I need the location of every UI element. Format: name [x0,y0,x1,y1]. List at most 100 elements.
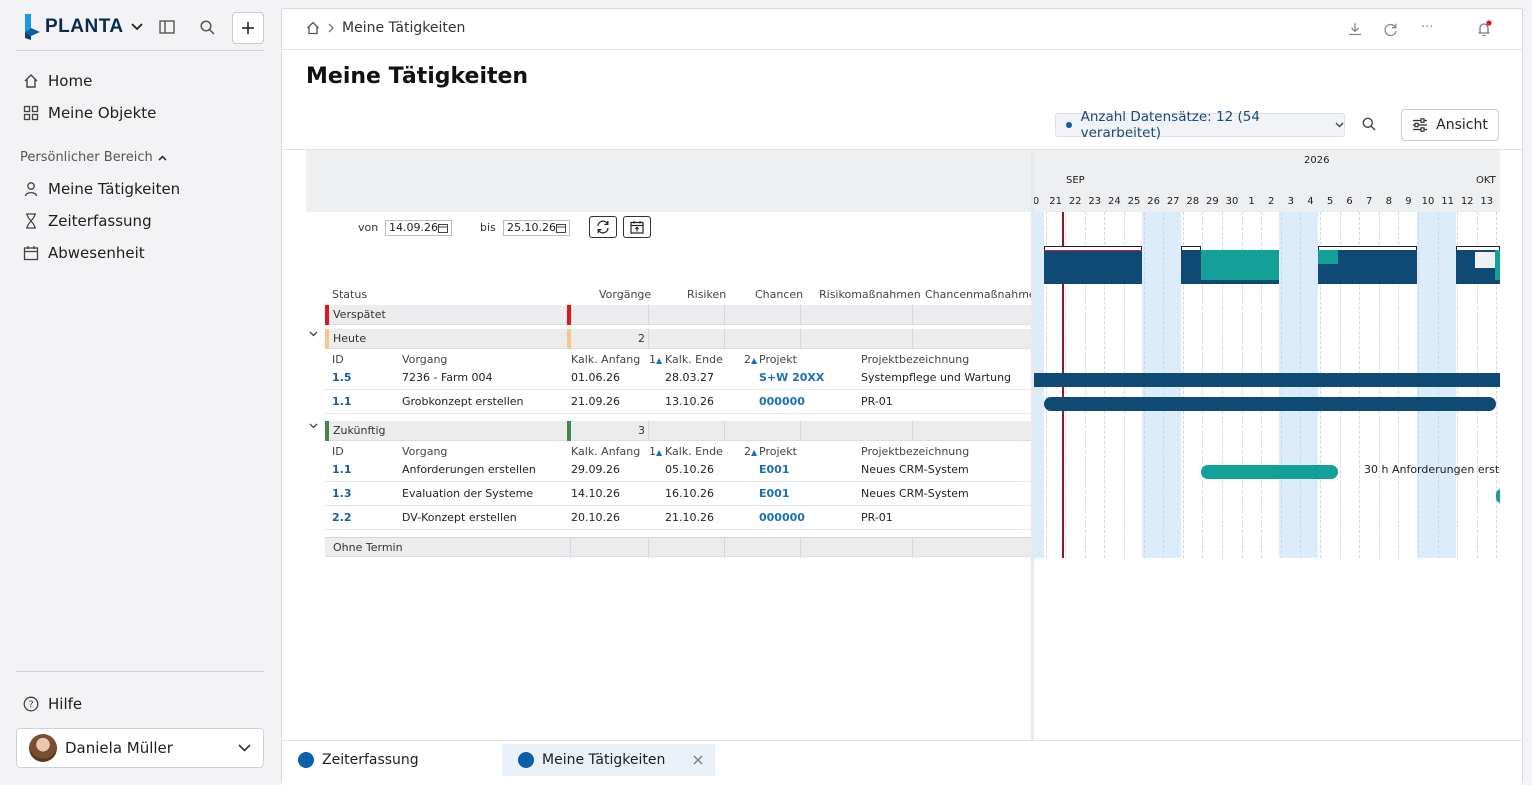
status-color-bar [325,421,329,441]
task-bar[interactable] [1034,373,1500,387]
chevron-down-icon [131,23,143,31]
subcol-sort2[interactable]: 2▲ [744,445,758,458]
gantt-day-label: 9 [1405,196,1412,207]
to-date-input[interactable]: 25.10.26 [503,220,570,236]
person-icon [22,180,40,198]
row-projekt[interactable]: 000000 [759,395,805,408]
row-divider [325,529,1031,530]
calendar-icon[interactable] [556,223,566,233]
row-ende: 21.10.26 [665,511,714,524]
cell [801,538,913,558]
col-chancen[interactable]: Chancen [755,288,804,301]
grid-header-area [306,150,1032,212]
subcol-projekt[interactable]: Projekt [759,353,797,366]
subcol-projektbezeichnung[interactable]: Projektbezeichnung [861,445,970,458]
more-icon[interactable]: ··· [1421,20,1434,35]
row-bezeichnung: PR-01 [861,511,893,524]
subcol-sort2[interactable]: 2▲ [744,353,758,366]
gantt-day-label: 24 [1108,196,1121,207]
cell [649,329,725,349]
row-id[interactable]: 1.1 [332,395,352,408]
nav-meine-objekte[interactable]: Meine Objekte [22,100,156,126]
gantt-header [1034,150,1500,212]
group-row-ohne-termin[interactable]: Ohne Termin [325,537,1031,558]
view-button[interactable]: Ansicht [1401,109,1499,141]
row-vorgang: 7236 - Farm 004 [402,371,493,384]
subcol-kalk-anfang[interactable]: Kalk. Anfang [571,353,641,366]
row-anfang: 14.10.26 [571,487,620,500]
pane-splitter[interactable] [1031,150,1034,740]
row-divider [325,413,1031,414]
refresh-button[interactable] [589,216,617,238]
search-icon[interactable] [200,20,215,35]
nav-zeiterfassung-label: Zeiterfassung [48,212,152,230]
row-projekt[interactable]: E001 [759,463,790,476]
nav-hilfe[interactable]: ? Hilfe [22,691,82,717]
add-button[interactable] [232,12,264,44]
group-row-verspaetet[interactable]: Verspätet [325,305,1031,325]
record-count-dropdown[interactable]: Anzahl Datensätze: 12 (54 verarbeitet) [1055,109,1345,141]
row-id[interactable]: 1.3 [332,487,352,500]
gantt-day-label: 8 [1385,196,1392,207]
nav-meine-taetigkeiten-label: Meine Tätigkeiten [48,180,181,198]
logo-menu[interactable]: PLANTA [22,14,143,40]
row-id[interactable]: 2.2 [332,511,352,524]
nav-abwesenheit[interactable]: Abwesenheit [22,240,145,266]
subcol-sort1[interactable]: 1▲ [649,353,663,366]
home-icon[interactable] [306,21,320,35]
user-menu[interactable]: Daniela Müller [16,728,264,768]
row-id[interactable]: 1.1 [332,463,352,476]
help-icon: ? [22,695,40,713]
gantt-day-label: 28 [1186,196,1200,207]
nav-zeiterfassung[interactable]: Zeiterfassung [22,208,152,234]
bell-icon[interactable] [1476,20,1492,38]
from-date-input[interactable]: 14.09.26 [385,220,452,236]
capacity-bar [1044,250,1142,284]
refresh-icon[interactable] [1383,22,1398,37]
calendar-icon[interactable] [438,223,448,233]
calendar-today-button[interactable] [623,216,651,238]
col-vorgaenge[interactable]: Vorgänge [599,288,652,301]
row-id[interactable]: 1.5 [332,371,352,384]
row-projekt[interactable]: S+W 20XX [759,371,825,384]
col-risikomassnahmen[interactable]: Risikomaßnahmen [819,288,921,301]
col-status[interactable]: Status [332,288,368,301]
subcol-projekt[interactable]: Projekt [759,445,797,458]
row-anfang: 29.09.26 [571,463,620,476]
chevron-down-icon[interactable] [309,423,318,429]
subcol-vorgang[interactable]: Vorgang [402,353,448,366]
subcol-projektbezeichnung[interactable]: Projektbezeichnung [861,353,970,366]
subcol-sort1[interactable]: 1▲ [649,445,663,458]
nav-home[interactable]: Home [22,68,92,94]
row-projekt[interactable]: 000000 [759,511,805,524]
row-ende: 28.03.27 [665,371,714,384]
subcol-vorgang[interactable]: Vorgang [402,445,448,458]
chevron-down-icon[interactable] [309,331,318,337]
cell [725,305,801,325]
task-bar[interactable] [1496,489,1500,503]
section-persoenlicher-bereich[interactable]: Persönlicher Bereich [20,150,167,165]
group-row-heute[interactable]: Heute 2 [325,329,1031,349]
col-risiken[interactable]: Risiken [687,288,727,301]
subcol-id[interactable]: ID [332,353,344,366]
task-bar[interactable] [1044,397,1496,411]
close-icon[interactable] [693,755,703,765]
subcol-kalk-anfang[interactable]: Kalk. Anfang [571,445,641,458]
download-icon[interactable] [1348,22,1362,36]
capacity-bar-gap [1475,252,1495,268]
row-bezeichnung: Neues CRM-System [861,463,969,476]
task-bar[interactable] [1201,465,1338,479]
tab-icon [298,752,314,768]
group-row-zukuenftig[interactable]: Zukünftig 3 [325,421,1031,441]
calendar-icon [630,221,644,234]
row-projekt[interactable]: E001 [759,487,790,500]
tab-zeiterfassung[interactable]: Zeiterfassung [282,744,482,776]
tab-meine-taetigkeiten[interactable]: Meine Tätigkeiten [502,744,715,776]
subcol-kalk-ende[interactable]: Kalk. Ende [665,445,723,458]
subcol-id[interactable]: ID [332,445,344,458]
nav-meine-taetigkeiten[interactable]: Meine Tätigkeiten [22,176,180,202]
search-icon[interactable] [1362,117,1376,131]
subcol-kalk-ende[interactable]: Kalk. Ende [665,353,723,366]
sidebar-toggle-icon[interactable] [159,20,175,34]
col-chancenmassnahmen[interactable]: Chancenmaßnahmen [925,288,1043,301]
